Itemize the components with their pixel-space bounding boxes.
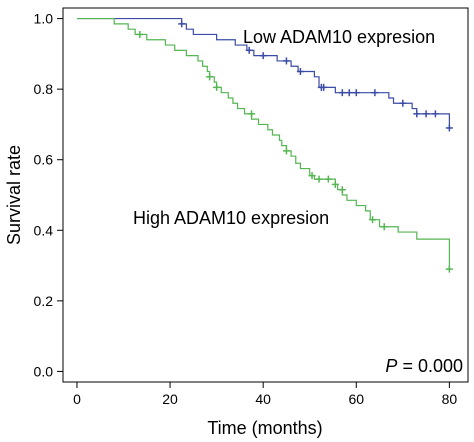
censor-mark (178, 20, 186, 28)
high-series-label: High ADAM10 expresion (133, 208, 329, 228)
censor-mark (331, 180, 339, 188)
y-tick-label: 0.0 (34, 363, 54, 379)
x-tick-label: 0 (73, 391, 81, 407)
x-axis-title: Time (months) (207, 418, 322, 438)
p-symbol: P (385, 356, 397, 376)
censor-mark (136, 30, 144, 38)
censor-mark (338, 89, 346, 97)
p-value-annotation: P = 0.000 (385, 356, 463, 376)
y-tick-label: 0.2 (34, 293, 54, 309)
x-tick-label: 20 (162, 391, 178, 407)
censor-mark (445, 265, 453, 273)
censor-mark (380, 223, 388, 231)
y-tick-label: 0.6 (34, 152, 54, 168)
x-tick-label: 80 (442, 391, 458, 407)
censor-mark (282, 57, 290, 65)
low-adam10-curve (76, 17, 453, 132)
censor-mark (296, 68, 304, 76)
censor-mark (399, 99, 407, 107)
censor-mark (213, 83, 221, 91)
series-line (76, 17, 450, 128)
censor-mark (248, 110, 256, 118)
y-axis-ticks: 0.0 0.2 0.4 0.6 0.8 1.0 (34, 11, 63, 379)
censor-mark (259, 52, 267, 60)
censor-mark (422, 110, 430, 118)
high-adam10-curve (76, 17, 453, 273)
censor-mark (352, 89, 360, 97)
series-line (76, 17, 450, 270)
p-value: = 0.000 (397, 356, 463, 376)
x-axis-ticks: 0 20 40 60 80 (73, 382, 457, 407)
low-series-label: Low ADAM10 expresion (243, 27, 435, 47)
censor-mark (445, 124, 453, 132)
censor-mark (413, 110, 421, 118)
x-tick-label: 60 (348, 391, 364, 407)
y-tick-label: 0.8 (34, 81, 54, 97)
censor-mark (324, 175, 332, 183)
censor-mark (431, 110, 439, 118)
censor-mark (315, 175, 323, 183)
y-tick-label: 1.0 (34, 11, 54, 27)
censor-mark (206, 73, 214, 81)
censor-mark (282, 147, 290, 155)
censor-mark (320, 83, 328, 91)
plot-frame (62, 7, 469, 383)
censor-mark (308, 172, 316, 180)
censor-mark (345, 89, 353, 97)
censor-mark (338, 186, 346, 194)
survival-curves (76, 17, 453, 273)
censor-mark (371, 89, 379, 97)
y-tick-label: 0.4 (34, 222, 54, 238)
x-tick-label: 40 (255, 391, 271, 407)
censor-mark (245, 46, 253, 54)
censor-mark (369, 216, 377, 224)
y-axis-title: Survival rate (4, 145, 24, 245)
